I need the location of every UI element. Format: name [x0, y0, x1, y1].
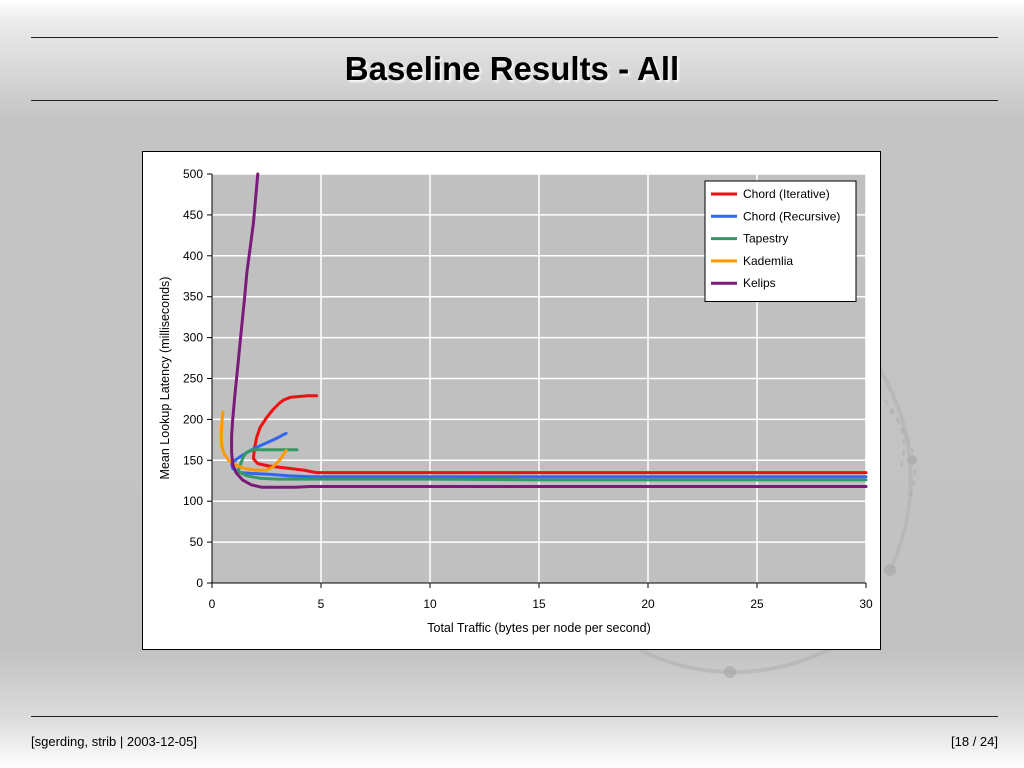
x-tick-label: 0: [209, 597, 216, 611]
y-tick-label: 500: [183, 167, 203, 181]
y-tick-label: 400: [183, 249, 203, 263]
legend-label: Tapestry: [743, 232, 788, 246]
axes: 0 50 100 150 200 250 300 350 400 450 500 0 5 10 15 20 25…: [183, 167, 873, 611]
y-tick-label: 150: [183, 453, 203, 467]
x-axis-label: Total Traffic (bytes per node per second…: [427, 621, 651, 635]
title-underline: [31, 100, 998, 101]
top-rule: [31, 37, 998, 38]
y-tick-label: 200: [183, 412, 203, 426]
line-chart: 0 50 100 150 200 250 300 350 400 450 500 0 5 10 15 20 25…: [158, 167, 873, 635]
y-tick-label: 50: [190, 535, 204, 549]
footer-page-number: [18 / 24]: [951, 734, 998, 749]
slide-title: Baseline Results - All: [344, 50, 680, 87]
legend-label: Chord (Recursive): [743, 209, 840, 223]
series-line-tapestry: [236, 448, 868, 482]
x-tick-label: 20: [641, 597, 655, 611]
legend-label: Chord (Iterative): [743, 187, 830, 201]
chart-container: 0 50 100 150 200 250 300 350 400 450 500 0 5 10 15 20 25…: [142, 151, 881, 650]
series-line-chord-iterative: [251, 394, 868, 475]
y-axis-label: Mean Lookup Latency (milliseconds): [158, 277, 172, 480]
series-lines: [219, 172, 868, 489]
x-tick-label: 25: [750, 597, 764, 611]
x-tick-label: 10: [423, 597, 437, 611]
footer-rule: [31, 716, 998, 717]
legend-box: [704, 180, 857, 302]
x-tick-label: 15: [532, 597, 546, 611]
footer-citation: [sgerding, strib | 2003-12-05]: [31, 734, 197, 749]
x-tick-label: 30: [859, 597, 873, 611]
legend: Chord (Iterative) Chord (Recursive) Tapest…: [704, 180, 857, 302]
legend-label: Kelips: [743, 276, 776, 290]
y-tick-label: 100: [183, 494, 203, 508]
y-tick-label: 450: [183, 208, 203, 222]
legend-label: Kademlia: [743, 254, 793, 268]
series-line-kademlia: [219, 410, 288, 472]
series-line-kelips: [230, 172, 868, 489]
x-tick-label: 5: [318, 597, 325, 611]
y-tick-label: 0: [196, 576, 203, 590]
gridlines: [212, 173, 867, 583]
y-tick-label: 300: [183, 331, 203, 345]
y-tick-label: 350: [183, 290, 203, 304]
y-tick-label: 250: [183, 372, 203, 386]
